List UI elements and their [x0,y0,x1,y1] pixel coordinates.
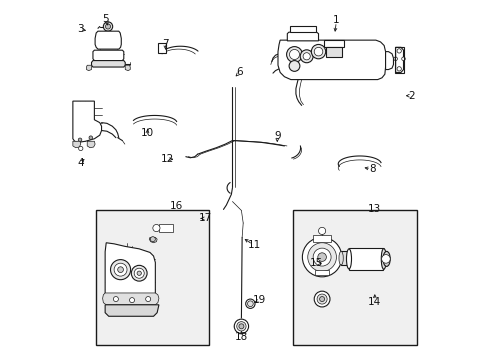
Bar [315,270,329,275]
Circle shape [103,22,113,31]
Text: 5: 5 [102,14,109,24]
Circle shape [318,227,326,234]
Circle shape [311,44,326,59]
Text: 15: 15 [309,258,322,268]
Polygon shape [93,50,124,60]
Circle shape [134,268,144,278]
Polygon shape [287,31,318,41]
Circle shape [313,248,331,266]
Polygon shape [95,31,122,49]
Bar [341,251,350,265]
Text: 9: 9 [274,131,281,141]
Circle shape [153,225,160,231]
Circle shape [289,60,300,71]
Circle shape [318,253,326,261]
Polygon shape [73,141,81,148]
Circle shape [146,297,151,302]
Text: 17: 17 [199,213,212,223]
Ellipse shape [383,251,390,266]
Circle shape [303,53,310,60]
Circle shape [239,324,244,329]
Bar [395,46,404,73]
Bar [159,224,172,232]
Circle shape [290,49,299,59]
Circle shape [150,237,155,242]
Polygon shape [386,51,393,69]
Circle shape [111,260,131,280]
Circle shape [245,299,255,309]
Circle shape [397,67,401,71]
Circle shape [129,298,135,303]
Circle shape [78,138,82,141]
Circle shape [308,243,337,271]
Circle shape [237,321,246,331]
Text: 7: 7 [162,40,169,49]
Circle shape [247,301,253,307]
Bar [326,47,342,57]
Bar [290,26,316,32]
Circle shape [78,146,83,150]
Bar [324,40,343,47]
Circle shape [137,271,141,275]
Circle shape [105,24,111,29]
Text: 13: 13 [368,204,381,215]
Polygon shape [92,60,125,67]
Polygon shape [105,243,155,303]
Bar [313,235,331,242]
Circle shape [302,237,342,277]
Bar [158,42,166,53]
Circle shape [382,255,390,263]
Ellipse shape [339,251,343,265]
Polygon shape [149,237,157,243]
Text: 2: 2 [409,91,415,101]
Polygon shape [102,293,159,305]
Text: 8: 8 [369,164,376,174]
Ellipse shape [381,248,386,269]
Text: 10: 10 [141,129,154,138]
Text: 12: 12 [161,154,174,164]
Text: 6: 6 [236,67,243,77]
Ellipse shape [346,249,351,269]
Text: 18: 18 [235,332,248,342]
Circle shape [114,263,127,276]
Circle shape [319,297,324,302]
Circle shape [89,136,93,139]
Text: 14: 14 [368,297,381,307]
Polygon shape [73,101,101,142]
Circle shape [131,265,147,281]
Text: 16: 16 [170,201,183,211]
Bar [294,211,417,345]
Polygon shape [278,40,386,80]
Circle shape [402,57,405,60]
Text: 11: 11 [247,240,261,250]
Circle shape [300,50,313,63]
Circle shape [234,319,248,333]
Circle shape [317,294,327,304]
Circle shape [113,297,119,302]
Text: 4: 4 [77,158,84,168]
Circle shape [287,46,302,62]
Polygon shape [395,47,403,72]
Circle shape [394,57,397,60]
Polygon shape [125,65,130,71]
Text: 1: 1 [333,15,340,26]
Circle shape [118,267,123,273]
Text: 3: 3 [77,24,84,35]
Bar [349,248,383,270]
Circle shape [314,47,323,56]
Bar [96,211,209,345]
Circle shape [397,49,401,53]
Polygon shape [105,305,159,316]
Text: 19: 19 [253,295,266,305]
Circle shape [314,291,330,307]
Polygon shape [87,141,95,148]
Polygon shape [87,65,92,71]
